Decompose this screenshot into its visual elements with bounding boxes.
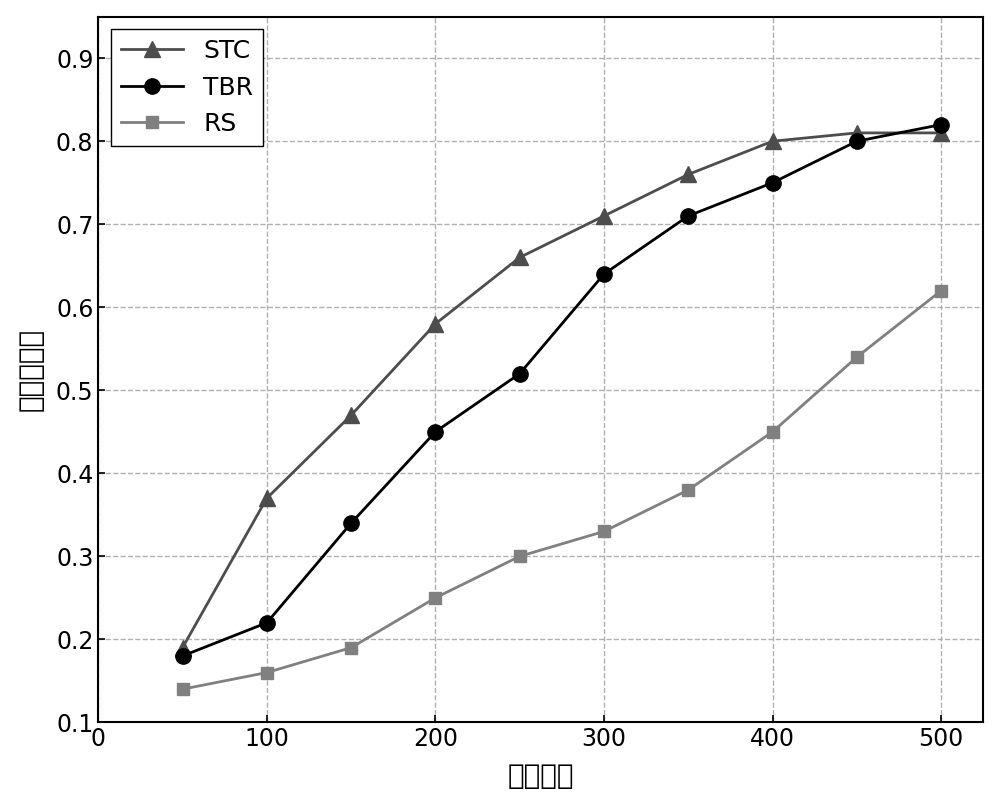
RS — [261, 667, 273, 677]
RS — [851, 352, 863, 362]
TBR — [598, 270, 610, 279]
TBR — [429, 427, 441, 437]
RS — [682, 485, 694, 495]
TBR — [514, 369, 526, 378]
Y-axis label: 有效覆盖率: 有效覆盖率 — [17, 328, 45, 411]
TBR — [767, 178, 779, 187]
RS — [514, 551, 526, 561]
STC — [851, 128, 863, 138]
RS — [429, 593, 441, 603]
Line: STC: STC — [175, 125, 949, 655]
RS — [767, 427, 779, 437]
X-axis label: 路网资源: 路网资源 — [508, 763, 574, 790]
STC — [429, 319, 441, 328]
STC — [682, 169, 694, 179]
STC — [177, 643, 189, 653]
TBR — [935, 119, 947, 129]
RS — [598, 526, 610, 536]
STC — [261, 493, 273, 503]
Line: RS: RS — [176, 284, 947, 696]
TBR — [682, 211, 694, 221]
RS — [177, 684, 189, 694]
RS — [935, 286, 947, 295]
TBR — [851, 136, 863, 146]
TBR — [261, 618, 273, 628]
STC — [767, 136, 779, 146]
Line: TBR: TBR — [175, 117, 949, 663]
STC — [345, 410, 357, 420]
STC — [935, 128, 947, 138]
RS — [345, 643, 357, 653]
STC — [514, 253, 526, 262]
STC — [598, 211, 610, 221]
TBR — [345, 518, 357, 528]
Legend: STC, TBR, RS: STC, TBR, RS — [111, 29, 263, 146]
TBR — [177, 651, 189, 661]
